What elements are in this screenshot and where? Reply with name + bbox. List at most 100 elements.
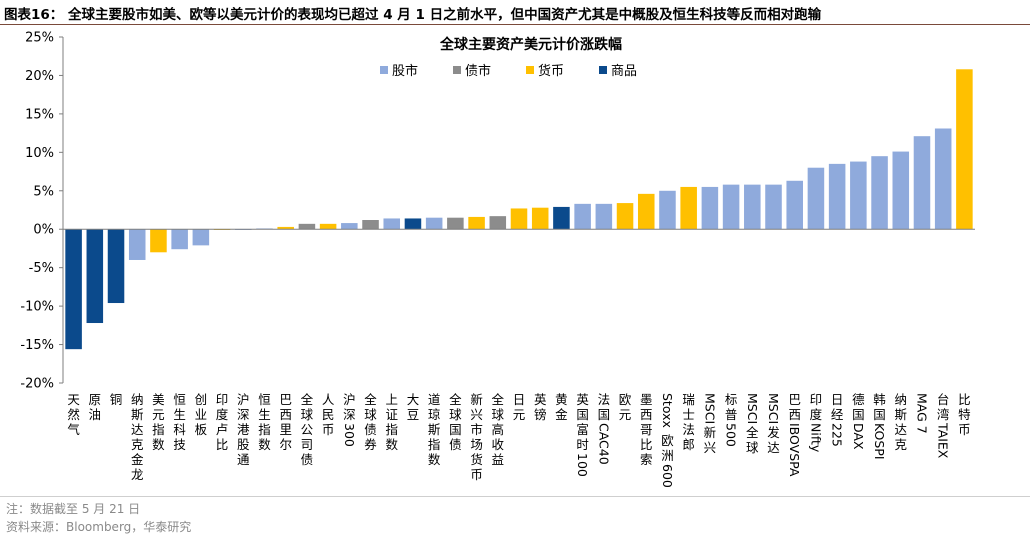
x-tick-label-part: KOSPI [872,423,887,460]
figure-title: 图表16： 全球主要股市如美、欧等以美元计价的表现均已超过 4 月 1 日之前水… [4,3,821,23]
x-tick-label-char: 司 [301,437,314,452]
bar [150,229,167,253]
x-tick-label-char: 球 [364,407,377,422]
x-tick-label-char: 币 [322,422,335,437]
x-tick-label-char: 铜 [110,392,123,407]
x-tick-label-char: 英 [534,392,547,407]
x-tick-label-part: MSCI [766,393,781,424]
bar [553,206,570,230]
x-tick-label-char: 技 [173,437,186,452]
x-tick-label-char: 大 [407,392,420,407]
x-tick-label-char: 板 [195,422,208,437]
bar [531,207,549,230]
x-tick-label-char: 债 [301,452,314,467]
x-tick-label-char: 恒 [173,392,186,407]
x-tick-label-part: IBOVSPA [787,423,802,477]
bar [341,223,358,230]
bar [871,156,888,230]
x-tick-label-char: 克 [895,437,908,452]
x-tick-label-char: 道 [428,392,441,407]
x-tick-label-char: 尔 [279,437,292,452]
x-tick-label-char: 印 [810,392,823,407]
x-tick-label-char: 哥 [640,422,653,437]
x-tick-label-part: 500 [724,423,739,447]
x-tick-label-char: 天 [67,392,80,407]
x-tick-label-char: 球 [746,440,759,455]
x-tick-label-char: 龙 [131,467,144,482]
x-tick-label-char: 高 [492,422,505,437]
bar [680,186,697,230]
x-tick-label-char: 数 [428,452,441,467]
x-tick-label-char: 纳 [895,392,908,407]
x-tick-label-char: 指 [258,422,271,437]
legend-swatch [526,66,534,74]
x-tick-label-char: 元 [513,407,526,422]
x-tick-label-char: 西 [640,407,653,422]
x-tick-label-char: 琼 [428,407,441,422]
x-tick-label-char: 达 [131,422,144,437]
y-tick-label: -20% [20,377,54,392]
x-tick-label-char: 德 [852,392,865,407]
y-tick-label: -5% [29,261,54,276]
bar-chart: 全球主要资产美元计价涨跌幅 股市 债市 货币 商品 25%20%15%10%5%0%-… [20,31,975,488]
x-tick-label-char: 沪 [343,392,356,407]
x-tick-label-char: 益 [492,452,505,467]
x-tick-label-char: 国 [576,407,589,422]
x-tick-label-char: 巴 [279,392,292,407]
bar [425,217,443,230]
x-tick-label-char: 深 [237,407,250,422]
x-tick-label-char: 收 [492,437,505,452]
x-tick-label-char: 日 [513,392,526,407]
x-tick-label-char: 创 [195,392,208,407]
bar [86,229,104,324]
x-tick-label-char: 西 [279,407,292,422]
x-tick-label-char: 深 [343,407,356,422]
x-tick-label-char: 指 [385,422,398,437]
bar [722,184,740,230]
bar [298,223,316,230]
bar [659,190,676,230]
x-tick-label-char: 港 [237,422,250,437]
bar [828,163,846,230]
x-tick-label-char: 金 [555,407,568,422]
y-tick-label: 0% [33,223,54,238]
x-tick-label-char: 日 [831,392,844,407]
bars [65,69,973,350]
x-tick-label-char: 比 [640,437,653,452]
x-tick-label-char: 兴 [470,407,483,422]
x-tick-label-char: 全 [364,392,377,407]
x-tick-label-char: 巴 [788,392,801,407]
x-tick-label-char: 生 [258,407,271,422]
y-tick-label: 5% [33,184,54,199]
bar [192,229,210,246]
x-tick-label-char: 油 [89,407,102,422]
x-tick-label-char: 新 [470,392,483,407]
x-tick-label-char: 科 [173,422,186,437]
x-tick-label-char: 全 [746,425,759,440]
x-tick-label-char: 时 [576,437,589,452]
x-tick-label-char: 业 [195,407,208,422]
y-tick-label: 25% [25,31,54,46]
footer-rule [0,496,1030,497]
x-tick-label-char: 球 [449,407,462,422]
x-tick-label-char: 比 [958,392,971,407]
x-tick-label-part: 600 [660,464,675,488]
x-tick-label-char: 金 [131,452,144,467]
x-tick-label-char: 索 [640,452,653,467]
x-tick-label-char: 达 [895,422,908,437]
bar [128,229,146,260]
bar [65,229,82,350]
x-tick-label-part: MSCI [745,393,760,424]
x-tick-label-char: 通 [237,452,250,467]
x-tick-label-char: 币 [958,422,971,437]
bar [956,69,973,230]
x-tick-label-part: DAX [851,423,866,450]
footnote: 注：数据截至 5 月 21 日 [6,502,141,516]
bar [807,167,825,230]
x-tick-label-part: MAG 7 [914,393,929,434]
x-tick-label-char: 元 [619,407,632,422]
bar [744,184,761,230]
x-tick-label-char: 普 [725,407,738,422]
source-note: 资料来源：Bloomberg，华泰研究 [6,520,192,534]
y-axis: 25% 20% 15% 10% 5% 0% -5% -10% -15% -20% [20,31,64,392]
